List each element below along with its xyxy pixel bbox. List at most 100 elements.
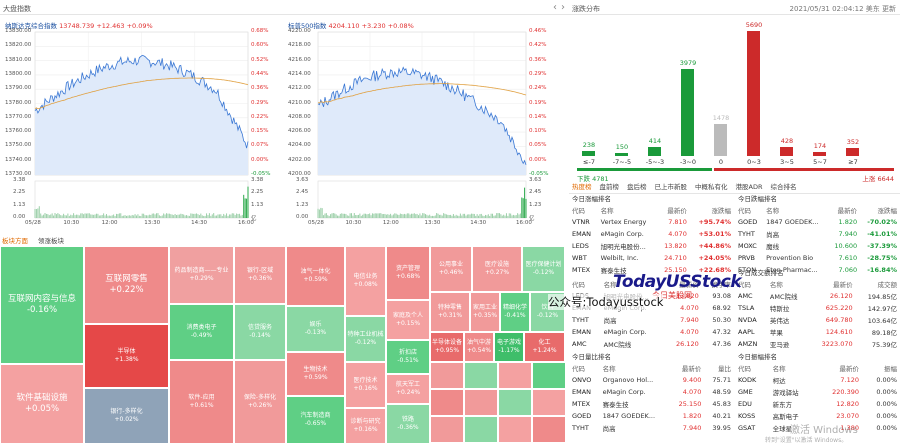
table-row[interactable]: TYHT 尚高 7.940 50.30 <box>569 314 734 326</box>
sector-tile[interactable]: 航天军工 +0.24% <box>386 374 430 404</box>
column-header[interactable]: 最新价 <box>667 207 687 215</box>
column-header[interactable]: 代码 <box>738 365 751 373</box>
sector-tile[interactable]: 互联网内容与信息 -0.16% <box>0 246 84 364</box>
column-header[interactable]: 振幅 <box>884 365 897 373</box>
sector-tile-small[interactable] <box>498 389 532 416</box>
column-header[interactable]: 代码 <box>738 207 751 215</box>
column-header[interactable]: 代码 <box>572 207 585 215</box>
sector-tile[interactable]: 软件基础设施 +0.05% <box>0 364 84 444</box>
table-row[interactable]: EMAN eMagin Corp. 4.070 47.32 <box>569 326 734 338</box>
table-row[interactable]: PRVB Provention Bio 7.610 -28.75% <box>735 252 900 264</box>
nasdaq-chart[interactable]: 纳斯达克综合指数 13748.739 +12.463 +0.09% 13830.… <box>3 18 278 232</box>
column-header[interactable]: 代码 <box>572 365 585 373</box>
table-row[interactable]: TYHT 尚高 7.940 -41.01% <box>735 228 900 240</box>
column-header[interactable]: 最新价 <box>839 365 860 373</box>
sector-tile[interactable]: 特种工业机械 -0.12% <box>345 316 386 362</box>
ranking-tab[interactable]: 中概私有化 <box>695 183 728 191</box>
column-header[interactable]: 涨跌幅 <box>877 207 898 215</box>
column-header[interactable]: 名称 <box>602 365 616 373</box>
sector-tile[interactable]: 半导体设备 +0.95% <box>430 332 464 362</box>
sector-tile[interactable]: 油气中游 +0.54% <box>464 332 494 362</box>
column-header[interactable]: 量比 <box>718 365 731 373</box>
sector-tile[interactable]: 软件-应用 +0.61% <box>169 360 234 444</box>
table-row[interactable]: WBT Welbilt, Inc. 24.710 +24.05% <box>569 252 734 264</box>
sector-tile[interactable]: 家用工业 +0.35% <box>470 292 500 332</box>
sector-tile[interactable]: 折扣店 -0.51% <box>386 340 430 374</box>
sector-tile[interactable]: 娱乐 -0.13% <box>286 306 345 352</box>
sector-tile[interactable]: 铁路 -0.36% <box>386 404 430 444</box>
table-row[interactable]: TSLA 特斯拉 625.220 142.97亿 <box>735 302 900 314</box>
table-row[interactable]: ONVO Organovo Hol... 9.400 75.71 <box>569 374 734 386</box>
table-row[interactable]: AMZN 亚马逊 3223.070 75.39亿 <box>735 338 900 350</box>
sector-tile[interactable]: 化工 +1.24% <box>524 332 565 362</box>
sector-tile-small[interactable] <box>430 362 464 389</box>
table-row[interactable]: GOED 1847 GOEDEK... 1.820 40.21 <box>569 410 734 422</box>
sector-tile[interactable]: 保险-多样化 +0.26% <box>234 360 286 444</box>
column-header[interactable]: 最新价 <box>833 281 853 289</box>
sector-tile[interactable]: 医疗保健计划 -0.12% <box>522 246 565 292</box>
table-row[interactable]: KODK 柯达 7.120 0.00% <box>735 374 900 386</box>
sector-tile[interactable]: 医疗技术 +0.16% <box>345 362 386 408</box>
sector-tile[interactable]: 电信业务 +0.08% <box>345 246 386 316</box>
sector-tile-small[interactable] <box>498 362 532 389</box>
sector-tile[interactable]: 特种零售 +0.31% <box>430 292 470 332</box>
prev-arrow[interactable]: ‹ <box>553 2 557 13</box>
column-header[interactable]: 代码 <box>572 281 585 289</box>
table-row[interactable]: AMC AMC院线 26.120 194.85亿 <box>735 290 900 302</box>
sector-tile[interactable]: 资产管理 +0.68% <box>386 246 430 300</box>
column-header[interactable]: 最新价 <box>681 365 702 373</box>
column-header[interactable]: 换手率 <box>711 281 732 289</box>
sector-tile-small[interactable] <box>430 416 464 443</box>
table-row[interactable]: EDU 新东方 12.820 0.00% <box>735 398 900 410</box>
table-row[interactable]: NVDA 英伟达 649.780 103.64亿 <box>735 314 900 326</box>
table-row[interactable]: MTEX 赛泰生技 25.150 45.83 <box>569 398 734 410</box>
ranking-tab[interactable]: 盘后榜 <box>627 183 647 191</box>
column-header[interactable]: 最新价 <box>837 207 858 215</box>
sector-tile[interactable]: 半导体 +1.38% <box>84 324 169 388</box>
table-row[interactable]: LEDS 旭明光电股份... 13.820 +44.86% <box>569 240 734 252</box>
table-row[interactable]: MTEX 赛泰生技 25.150 +22.68% <box>569 264 734 276</box>
table-row[interactable]: TYHT 尚高 7.940 39.95 <box>569 422 734 434</box>
column-header[interactable]: 代码 <box>738 281 751 289</box>
sector-tile-small[interactable] <box>532 389 566 416</box>
column-header[interactable]: 名称 <box>600 207 614 215</box>
tab-leading-sector[interactable]: 领涨板块 <box>38 237 64 245</box>
column-header[interactable]: 名称 <box>766 207 780 215</box>
sector-tile[interactable]: 信贷服务 -0.14% <box>234 304 286 360</box>
sector-tile[interactable]: 医疗设施 +0.27% <box>472 246 522 292</box>
table-row[interactable]: GME 游戏驿站 220.390 0.00% <box>735 386 900 398</box>
sector-tile[interactable]: 生物技术 +0.59% <box>286 352 345 396</box>
sector-tile-small[interactable] <box>464 362 498 389</box>
ranking-tab[interactable]: 盘前榜 <box>599 183 620 191</box>
table-row[interactable]: AAPL 苹果 124.610 89.18亿 <box>735 326 900 338</box>
column-header[interactable]: 名称 <box>769 281 783 289</box>
table-row[interactable]: EMAN eMagin Corp. 4.070 +53.01% <box>569 228 734 240</box>
column-header[interactable]: 名称 <box>772 365 786 373</box>
column-header[interactable]: 最新价 <box>679 281 699 289</box>
sector-tile[interactable]: 油气一体化 +0.59% <box>286 246 345 306</box>
sector-tile[interactable]: 消费类电子 -0.49% <box>169 304 234 360</box>
column-header[interactable]: 名称 <box>603 281 617 289</box>
table-row[interactable]: EMAN eMagin Corp. 4.070 48.59 <box>569 386 734 398</box>
ranking-tab[interactable]: 已上市新股 <box>654 183 688 191</box>
table-row[interactable]: VTNR Vertex Energy 7.810 +95.74% <box>569 216 734 228</box>
sector-tile-small[interactable] <box>532 362 566 389</box>
sector-tile-small[interactable] <box>464 416 498 443</box>
sector-tile[interactable]: 精细化学 -0.41% <box>500 292 530 332</box>
next-arrow[interactable]: › <box>561 2 565 13</box>
sector-tile[interactable]: 汽车制造商 -0.65% <box>286 396 345 444</box>
sector-tile[interactable]: 电子游戏 -1.17% <box>494 332 524 362</box>
column-header[interactable]: 成交额 <box>877 281 898 289</box>
table-row[interactable]: ETON Eton Pharmac... 7.060 -16.84% <box>735 264 900 276</box>
table-row[interactable]: KOSS 高斯电子 23.070 0.00% <box>735 410 900 422</box>
ranking-tab[interactable]: 港股ADR <box>735 183 763 191</box>
table-row[interactable]: GOED 1847 GOEDEK... 1.820 -70.02% <box>735 216 900 228</box>
table-row[interactable]: AMC AMC院线 26.120 47.36 <box>569 338 734 350</box>
sector-tile-small[interactable] <box>430 389 464 416</box>
sector-tile-small[interactable] <box>464 389 498 416</box>
table-row[interactable]: MOXC 魔线 10.600 -37.39% <box>735 240 900 252</box>
sector-tile[interactable]: 药品制造商——专业 +0.29% <box>169 246 234 304</box>
sp500-chart[interactable]: 标普500指数 4204.110 +3.230 +0.08% 4220.00 0.… <box>286 18 556 232</box>
sector-tile[interactable]: 诊断与研究 +0.16% <box>345 408 386 444</box>
ranking-tab[interactable]: 热度榜 <box>572 183 592 191</box>
